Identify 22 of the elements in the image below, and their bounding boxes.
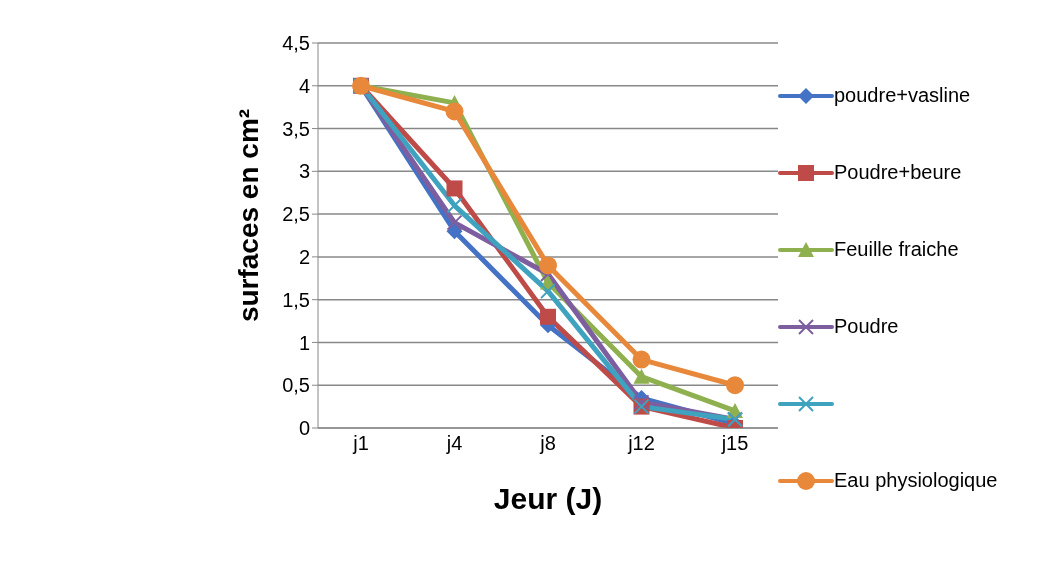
y-tick-label: 2,5: [282, 203, 310, 226]
x-tick-label: j15: [720, 432, 749, 455]
y-tick-label: 4: [298, 74, 310, 97]
x-axis-title: Jeur (J): [493, 482, 603, 516]
y-tick-label: 1: [298, 331, 310, 354]
x-tick-label: j4: [445, 432, 463, 455]
y-tick-label: 3: [298, 160, 310, 183]
x-tick-label: j12: [627, 432, 655, 455]
y-tick-label: 1,5: [282, 288, 310, 311]
y-tick-label: 3,5: [282, 117, 310, 140]
legend-label: Poudre+beure: [834, 161, 962, 184]
y-tick-label: 0,5: [282, 374, 310, 397]
legend-label: poudre+vasline: [834, 84, 971, 107]
legend-label: Feuille fraiche: [834, 238, 959, 261]
y-axis-title: surfaces en cm²: [233, 108, 264, 323]
y-tick-label: 2: [298, 245, 310, 268]
x-tick-label: j1: [352, 432, 369, 455]
legend-label: Poudre: [834, 315, 899, 338]
x-tick-label: j8: [539, 432, 556, 455]
legend-label: Eau physiologique: [834, 469, 998, 492]
y-tick-label: 4,5: [282, 32, 310, 55]
y-tick-label: 0: [298, 417, 310, 440]
